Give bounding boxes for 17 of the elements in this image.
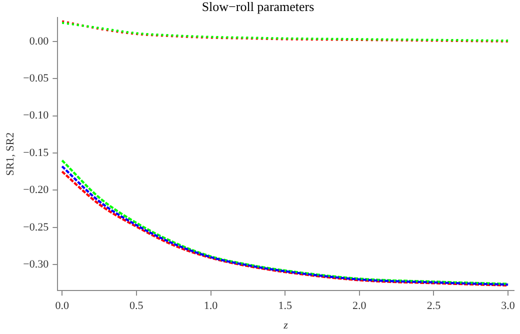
x-tick-label: 2.0 [352, 300, 367, 312]
y-tick-label: −0.25 [23, 221, 50, 234]
y-tick-label: −0.30 [23, 258, 50, 270]
y-tick-label: 0.00 [29, 35, 50, 48]
x-tick-label: 1.0 [204, 300, 218, 312]
x-tick-label: 0.5 [130, 300, 144, 312]
y-axis-title: SR1, SR2 [4, 132, 16, 176]
y-tick-label: −0.10 [23, 110, 50, 122]
x-tick-label: 1.5 [278, 300, 292, 312]
x-tick-label: 2.5 [426, 300, 442, 312]
y-tick-label: −0.15 [23, 146, 50, 159]
y-tick-label: −0.20 [23, 184, 50, 196]
x-tick-label: 3.0 [501, 300, 516, 312]
y-tick-label: −0.05 [23, 72, 50, 84]
x-tick-label: 0.0 [55, 300, 70, 312]
x-axis-title: z [282, 319, 289, 332]
chart-title: Slow−roll parameters [202, 0, 314, 14]
